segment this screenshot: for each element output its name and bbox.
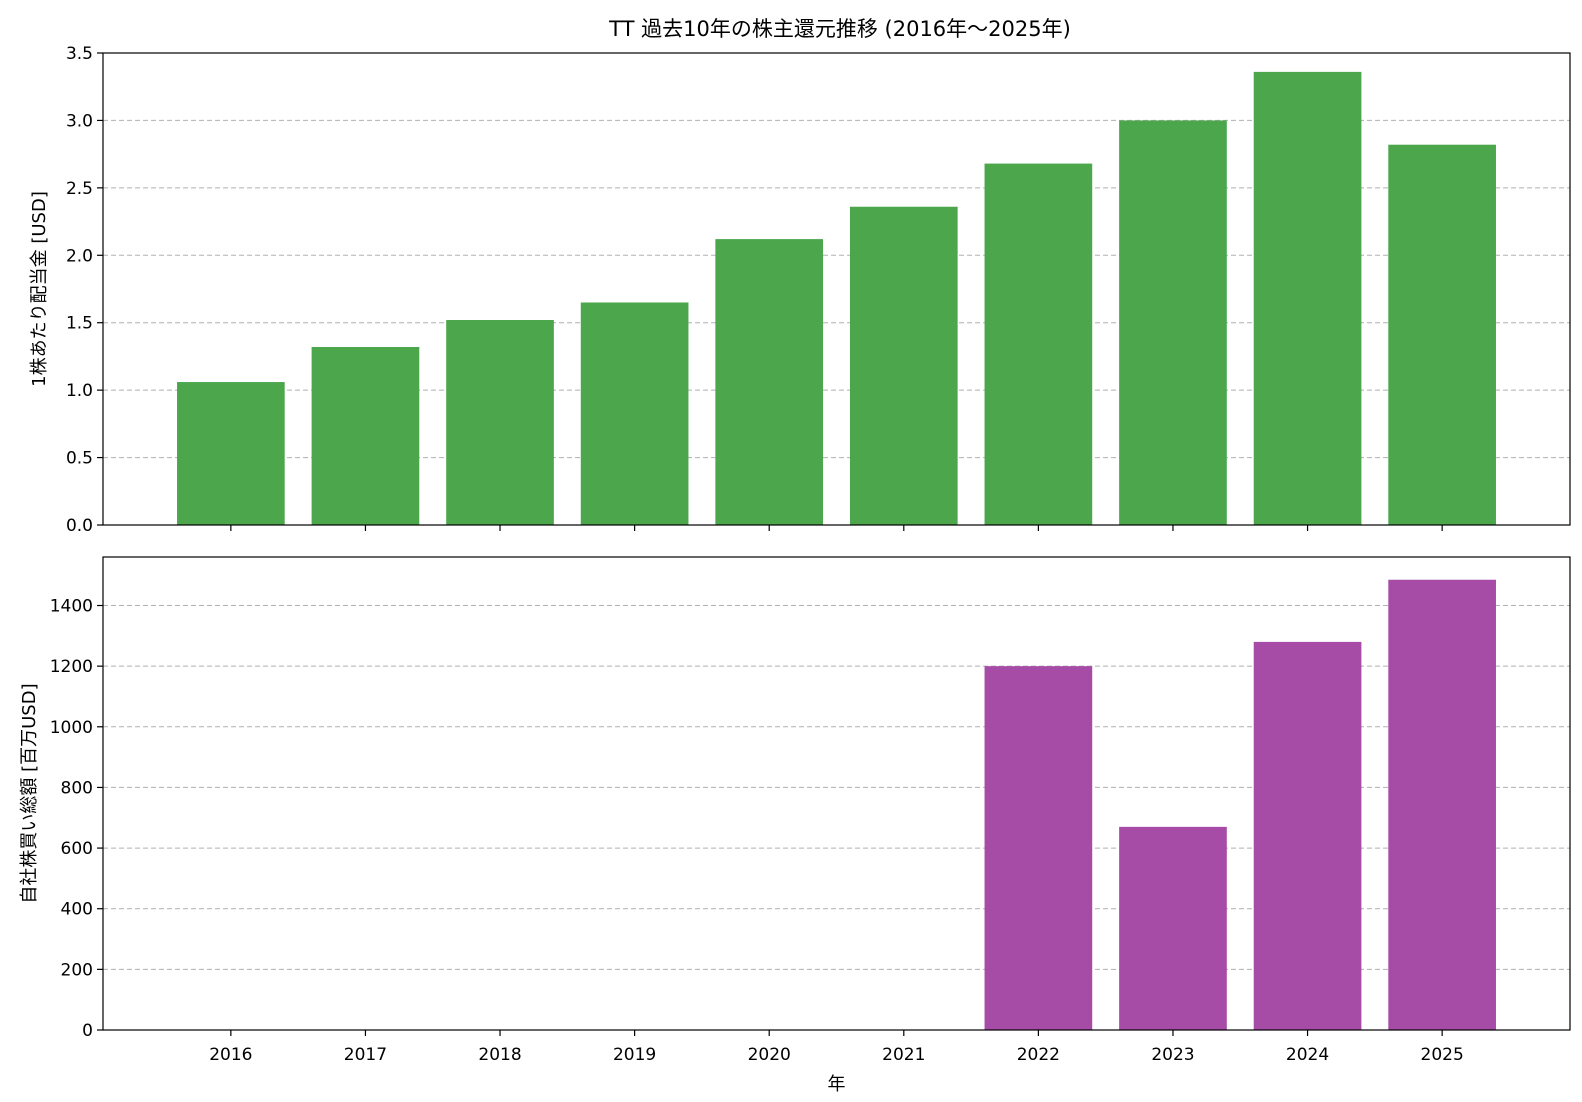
x-tick-label-2020: 2020 xyxy=(748,1045,791,1065)
buyback-y-tick-label: 200 xyxy=(61,960,93,980)
chart-title: TT 過去10年の株主還元推移 (2016年～2025年) xyxy=(608,17,1071,41)
x-tick-label-2023: 2023 xyxy=(1151,1045,1194,1065)
buyback-y-tick-label: 800 xyxy=(61,778,93,798)
buyback-bar-2022 xyxy=(984,666,1093,1030)
dividend-bar-2025 xyxy=(1388,144,1496,525)
dividend-y-tick-label: 0.5 xyxy=(66,449,93,469)
buyback-bar-2024 xyxy=(1253,641,1362,1030)
dividend-y-tick-label: 1.0 xyxy=(66,381,93,401)
dividend-bar-2022 xyxy=(984,163,1093,525)
dividend-bar-2019 xyxy=(580,302,689,525)
buyback-panel: 0 200 400 600 800 1000 1200 1400 2016 2017 2018 20… xyxy=(19,556,1571,1095)
x-tick-label-2022: 2022 xyxy=(1017,1045,1060,1065)
buyback-y-tick-label: 1200 xyxy=(50,657,93,677)
buyback-y-tick-label: 600 xyxy=(61,839,93,859)
dividend-y-tick-label: 3.0 xyxy=(66,111,93,131)
buyback-y-tick-label: 0 xyxy=(82,1021,93,1041)
dividend-bar-2024 xyxy=(1253,71,1362,525)
dividend-y-axis-label: 1株あたり配当金 [USD] xyxy=(29,191,50,387)
dividend-y-tick-label: 1.5 xyxy=(66,314,93,334)
dividend-y-tick-label: 2.5 xyxy=(66,179,93,199)
dividend-y-tick-label: 3.5 xyxy=(66,44,93,64)
buyback-y-axis-label: 自社株買い総額 [百万USD] xyxy=(19,683,40,903)
dividend-bar-2017 xyxy=(311,346,420,525)
buyback-y-tick-label: 400 xyxy=(61,900,93,920)
x-tick-label-2016: 2016 xyxy=(209,1045,252,1065)
dividend-bar-2023 xyxy=(1119,120,1227,525)
dividend-bar-2016 xyxy=(177,382,285,525)
buyback-bar-2023 xyxy=(1119,826,1227,1030)
dividend-plot-frame xyxy=(102,52,1571,526)
buyback-y-tick-label: 1000 xyxy=(50,718,93,738)
x-tick-label-2025: 2025 xyxy=(1421,1045,1464,1065)
buyback-bar-2025 xyxy=(1388,579,1496,1030)
x-tick-label-2024: 2024 xyxy=(1286,1045,1329,1065)
x-tick-label-2017: 2017 xyxy=(344,1045,387,1065)
x-tick-label-2018: 2018 xyxy=(478,1045,521,1065)
buyback-plot-frame xyxy=(102,556,1571,1031)
x-axis-label: 年 xyxy=(828,1074,846,1095)
dividend-bar-2018 xyxy=(446,320,554,525)
x-tick-label-2019: 2019 xyxy=(613,1045,656,1065)
x-tick-label-2021: 2021 xyxy=(882,1045,925,1065)
dividend-panel: 0.0 0.5 1.0 1.5 2.0 2.5 3.0 3.5 1株あたり配当金 [USD] xyxy=(29,44,1571,536)
dividend-y-tick-label: 0.0 xyxy=(66,516,93,536)
dividend-y-tick-label: 2.0 xyxy=(66,246,93,266)
buyback-y-tick-label: 1400 xyxy=(50,597,93,617)
dividend-bar-2021 xyxy=(849,206,958,526)
dividend-bar-2020 xyxy=(715,239,824,526)
